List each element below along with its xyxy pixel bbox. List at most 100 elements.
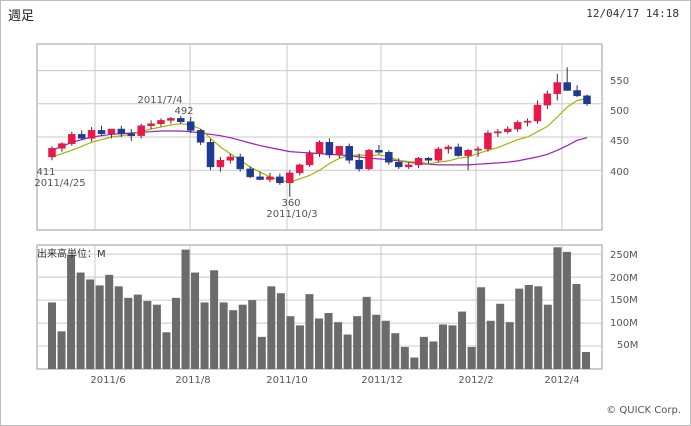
price-axis-ticks: 550 500 450 400 [610,76,629,178]
volume-bar [248,300,257,369]
volume-bar [543,304,552,369]
candle-up [58,143,66,149]
volume-bar [400,346,409,369]
candle-up [216,160,225,168]
candle-up [523,120,532,123]
volume-bar [105,274,114,369]
y-tick-450: 450 [610,136,629,147]
candle-up [335,146,344,156]
candle-down [276,176,284,184]
v-tick-250: 250M [610,250,638,261]
candle-down [355,160,363,170]
volume-bar [562,251,571,369]
v-tick-150: 150M [610,295,638,306]
volume-bar [171,297,180,369]
volume-bar [477,287,486,369]
candle-down [573,90,581,97]
volume-bar [315,318,323,369]
volume-bar [191,272,200,369]
volume-bar [267,286,276,369]
candle-down [563,82,571,91]
v-tick-50: 50M [617,340,638,351]
candle-up [87,130,96,139]
volume-bar [257,336,266,369]
volume-bar [57,331,66,369]
candle-down [454,146,462,156]
candle-down [77,134,86,139]
volume-bar [496,303,505,369]
candle-up [464,150,472,156]
candle-down [246,168,254,178]
date-axis-ticks: 2011/6 2011/8 2011/10 2011/12 2012/2 201… [90,375,579,386]
volume-bar [286,316,295,369]
volume-bar [438,324,447,369]
candle-down [127,133,136,136]
volume-bar [419,336,428,369]
volume-bar [343,334,352,369]
candle-up [286,172,294,184]
volume-bar [324,312,333,369]
volume-axis-ticks: 250M 200M 150M 100M 50M [610,250,638,351]
candle-up [444,146,453,150]
volume-bar [67,255,76,369]
candle-down [97,130,106,134]
annotation-start-value: 411 [36,167,55,178]
candle-down [345,146,353,161]
volume-bar [219,302,228,369]
candle-down [186,121,195,131]
chart-title: 週足 [8,9,35,24]
volume-bar [229,310,238,369]
volume-bars [48,247,590,369]
volume-bar [76,272,85,369]
volume-bar [391,333,400,369]
candle-up [167,118,175,121]
volume-bar [210,270,219,369]
annotations: 2011/7/4 492 360 2011/10/3 411 2011/4/25 [34,95,317,220]
candle-up [533,104,542,122]
candle-up [137,125,145,136]
volume-bar [448,325,457,369]
v-tick-200: 200M [610,273,638,284]
candle-up [266,176,274,180]
candle-down [177,118,185,122]
annotation-high-value: 492 [174,106,193,117]
v-tick-100: 100M [610,318,638,329]
candle-up [503,128,512,132]
candle-up [434,148,443,161]
volume-bar [515,288,524,369]
copyright: © QUICK Corp. [606,405,681,416]
annotation-high-date: 2011/7/4 [138,95,183,106]
volume-bar [276,293,285,369]
candle-down [325,142,334,156]
volume-bar [133,294,142,369]
candle-down [256,176,264,180]
candle-up [553,82,562,95]
volume-bar [238,304,247,369]
candle-up [494,131,502,134]
candle-up [404,164,413,168]
volume-bar [181,249,190,369]
timestamp: 12/04/17 14:18 [586,7,679,20]
candle-up [226,156,235,161]
candle-up [365,150,373,170]
volume-bar [381,320,390,369]
candle-up [513,122,522,130]
y-tick-550: 550 [610,76,629,87]
volume-bar [410,357,419,369]
volume-bar [124,297,133,369]
y-tick-400: 400 [610,167,629,178]
volume-bar [86,279,95,369]
x-tick-2012-2: 2012/2 [458,375,493,386]
volume-bar [200,302,209,369]
volume-bar [467,346,476,369]
candle-down [236,156,244,170]
volume-bar [429,341,438,369]
candle-down [583,95,591,105]
candle-down [206,142,215,168]
candle-up [305,153,314,166]
candle-down [424,158,433,161]
x-tick-2011-6: 2011/6 [90,375,125,386]
candle-up [107,128,116,134]
candle-up [68,134,76,144]
